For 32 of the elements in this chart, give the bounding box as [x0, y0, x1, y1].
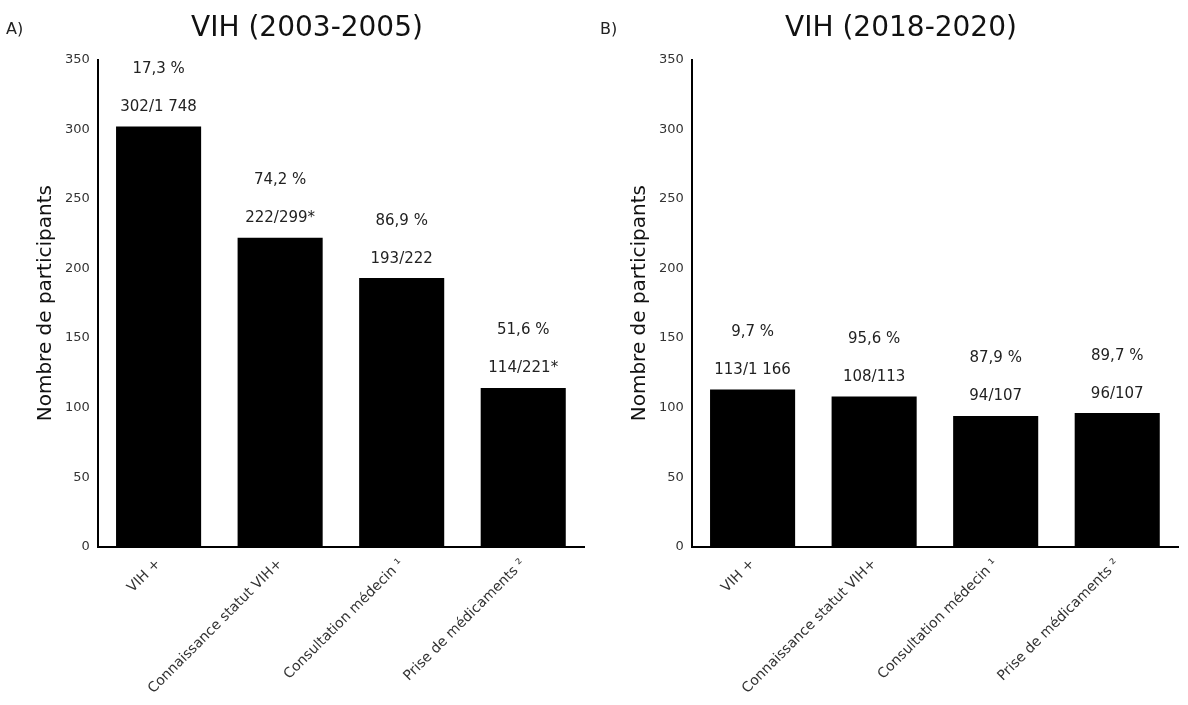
y-tick-label: 50 — [73, 468, 90, 484]
y-axis-title: Nombre de participants — [32, 185, 57, 422]
y-tick-label: 150 — [64, 329, 90, 345]
y-tick-label: 350 — [658, 50, 684, 66]
y-tick-label: 200 — [658, 259, 684, 275]
text: 95,6 % 108/113 — [842, 328, 906, 385]
y-tick-label: 150 — [658, 329, 684, 345]
y-tick-label: 350 — [64, 50, 90, 66]
x-tick-label: VIH + — [123, 555, 164, 595]
y-axis-title: Nombre de participants — [626, 185, 651, 422]
text: A) — [6, 19, 24, 39]
text: 9,7 % 113/1 166 — [714, 321, 791, 378]
y-tick-label: 50 — [667, 468, 684, 484]
text: 74,2 % 222/299* — [245, 170, 316, 227]
y-tick-label: 250 — [658, 190, 684, 206]
y-tick-label: 200 — [64, 259, 90, 275]
text: 87,9 % 94/107 — [969, 348, 1023, 405]
y-tick-label: 0 — [675, 538, 684, 554]
y-tick-label: 0 — [81, 538, 90, 554]
chart-title: VIH (2018-2020) — [785, 10, 1017, 44]
y-tick-label: 250 — [64, 190, 90, 206]
y-tick-label: 300 — [658, 120, 684, 136]
y-tick-label: 100 — [658, 398, 684, 414]
chart-title: VIH (2003-2005) — [191, 10, 423, 44]
y-tick-label: 300 — [64, 120, 90, 136]
text: 89,7 % 96/107 — [1090, 345, 1144, 402]
y-tick-label: 100 — [64, 398, 90, 414]
text: 86,9 % 193/222 — [370, 210, 433, 267]
x-tick-label: VIH + — [717, 555, 758, 595]
text: B) — [600, 19, 618, 39]
text: 17,3 % 302/1 748 — [120, 58, 197, 115]
text: 51,6 % 114/221* — [488, 320, 559, 377]
